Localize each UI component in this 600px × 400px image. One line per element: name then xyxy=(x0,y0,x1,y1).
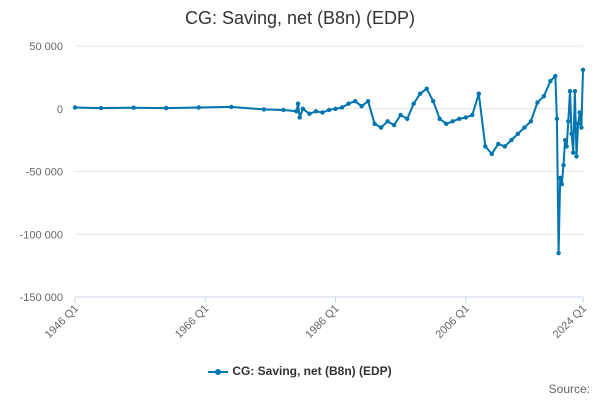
data-point[interactable] xyxy=(313,109,319,114)
data-point[interactable] xyxy=(535,100,540,105)
data-point[interactable] xyxy=(261,107,267,112)
data-point[interactable] xyxy=(528,119,534,124)
data-point[interactable] xyxy=(365,99,371,104)
data-point[interactable] xyxy=(483,144,488,149)
data-point[interactable] xyxy=(391,122,397,128)
data-point[interactable] xyxy=(457,116,462,122)
x-tick-label: 1966 Q1 xyxy=(173,303,211,341)
data-point[interactable] xyxy=(554,116,560,122)
data-point[interactable] xyxy=(196,105,201,110)
data-point[interactable] xyxy=(572,89,578,94)
data-point[interactable] xyxy=(320,110,325,115)
legend[interactable]: CG: Saving, net (B8n) (EDP) xyxy=(0,364,600,378)
data-point[interactable] xyxy=(444,121,449,127)
series-points xyxy=(72,67,586,256)
data-point[interactable] xyxy=(522,125,527,130)
data-point[interactable] xyxy=(569,131,574,136)
data-point[interactable] xyxy=(561,163,566,168)
data-point[interactable] xyxy=(352,99,358,104)
y-tick-label: 0 xyxy=(57,104,63,116)
data-point[interactable] xyxy=(564,144,569,149)
legend-swatch xyxy=(208,368,229,375)
y-axis-ticks: 50 000 0 -50 000 -100 000 -150 000 xyxy=(20,41,63,304)
x-axis-ticks: 1946 Q1 1966 Q1 1986 Q1 2006 Q1 2024 Q1 xyxy=(43,297,589,341)
source-label: Source: xyxy=(548,382,590,396)
y-tick-label: -100 000 xyxy=(20,229,63,241)
data-point[interactable] xyxy=(281,107,286,113)
legend-label: CG: Saving, net (B8n) (EDP) xyxy=(232,364,392,378)
data-point[interactable] xyxy=(72,105,78,110)
x-tick-label: 1946 Q1 xyxy=(43,303,81,341)
data-point[interactable] xyxy=(575,121,581,127)
data-point[interactable] xyxy=(577,110,582,115)
data-point[interactable] xyxy=(496,141,501,147)
data-point[interactable] xyxy=(562,137,568,143)
data-point[interactable] xyxy=(559,181,564,187)
data-point[interactable] xyxy=(470,112,475,118)
data-point[interactable] xyxy=(378,125,384,130)
data-point[interactable] xyxy=(579,125,584,130)
data-point[interactable] xyxy=(398,112,403,118)
data-point[interactable] xyxy=(229,104,234,110)
data-point[interactable] xyxy=(567,89,573,94)
data-point[interactable] xyxy=(450,119,455,124)
data-point[interactable] xyxy=(509,137,514,143)
data-point[interactable] xyxy=(548,78,553,84)
grid-lines xyxy=(75,45,583,298)
data-point[interactable] xyxy=(164,105,169,111)
data-point[interactable] xyxy=(553,73,558,79)
data-point[interactable] xyxy=(431,99,436,104)
data-point[interactable] xyxy=(541,94,547,99)
data-point[interactable] xyxy=(574,154,579,159)
data-point[interactable] xyxy=(558,175,563,180)
data-point[interactable] xyxy=(566,119,571,124)
chart-title: CG: Saving, net (B8n) (EDP) xyxy=(184,8,416,28)
data-point[interactable] xyxy=(359,104,364,109)
data-point[interactable] xyxy=(489,151,494,157)
y-tick-label: 50 000 xyxy=(29,41,63,53)
data-point[interactable] xyxy=(418,91,423,96)
data-point[interactable] xyxy=(326,107,332,113)
data-point[interactable] xyxy=(424,86,429,91)
data-point[interactable] xyxy=(515,131,521,136)
data-point[interactable] xyxy=(502,144,507,149)
data-point[interactable] xyxy=(411,101,416,106)
data-point[interactable] xyxy=(571,150,576,155)
data-point[interactable] xyxy=(300,106,306,112)
y-tick-label: -50 000 xyxy=(26,167,63,179)
x-tick-label: 1986 Q1 xyxy=(303,303,341,341)
x-tick-label: 2006 Q1 xyxy=(434,303,472,341)
data-point[interactable] xyxy=(405,116,410,122)
data-point[interactable] xyxy=(339,105,345,110)
data-point[interactable] xyxy=(307,111,312,117)
data-point[interactable] xyxy=(333,106,338,112)
data-point[interactable] xyxy=(294,109,299,114)
data-point[interactable] xyxy=(297,115,302,120)
data-point[interactable] xyxy=(556,250,561,256)
data-point[interactable] xyxy=(580,67,586,73)
data-point[interactable] xyxy=(131,105,136,110)
data-point[interactable] xyxy=(437,116,442,122)
data-point[interactable] xyxy=(372,121,377,127)
data-point[interactable] xyxy=(346,101,351,106)
data-point[interactable] xyxy=(295,101,301,106)
y-tick-label: -150 000 xyxy=(20,292,63,304)
data-point[interactable] xyxy=(385,119,390,124)
data-point[interactable] xyxy=(463,115,468,120)
data-point[interactable] xyxy=(98,105,104,111)
series-line xyxy=(74,69,584,255)
x-tick-label: 2024 Q1 xyxy=(551,303,589,341)
data-point[interactable] xyxy=(476,91,481,96)
